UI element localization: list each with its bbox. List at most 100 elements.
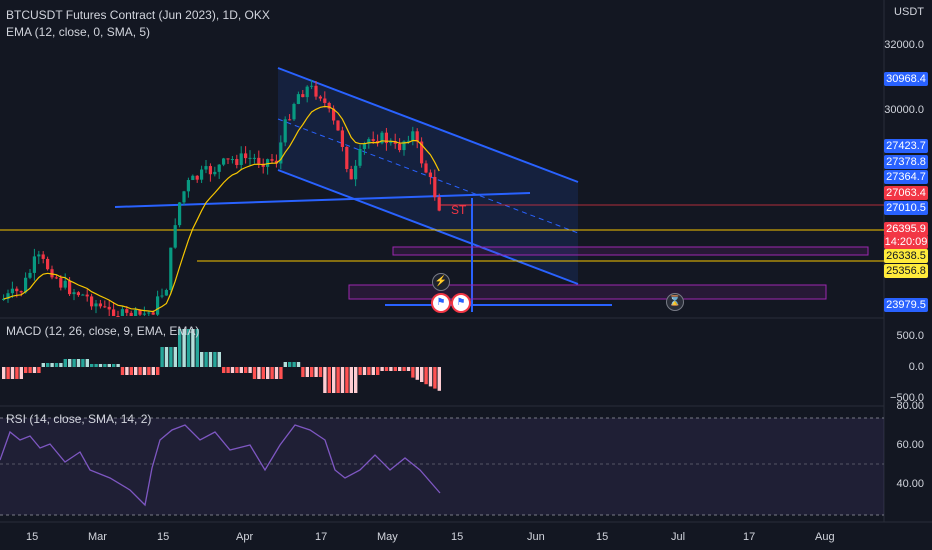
macd-bar: [235, 367, 239, 373]
macd-bar: [376, 367, 380, 375]
macd-bar: [279, 367, 283, 379]
candles: [2, 79, 441, 317]
macd-legend[interactable]: MACD (12, 26, close, 9, EMA, EMA): [6, 324, 200, 338]
macd-bar: [345, 367, 349, 393]
macd-bar: [239, 367, 243, 373]
macd-bar: [147, 367, 151, 375]
macd-bar: [354, 367, 358, 393]
macd-bar: [314, 367, 318, 377]
candle-body: [50, 269, 54, 278]
price-tag: 23979.5: [884, 298, 928, 312]
macd-bar: [107, 364, 111, 367]
time-tick: 15: [596, 531, 609, 543]
macd-bar: [283, 362, 287, 367]
ema-line: [3, 105, 440, 313]
price-tag: 26338.5: [884, 249, 928, 263]
candle-body: [76, 292, 80, 296]
currency-label[interactable]: USDT: [894, 6, 924, 18]
macd-bar: [318, 367, 323, 377]
symbol-legend[interactable]: BTCUSDT Futures Contract (Jun 2023), 1D,…: [6, 8, 270, 22]
macd-bar: [261, 367, 265, 379]
candle-body: [178, 202, 182, 226]
candle-body: [270, 159, 274, 161]
candle-body: [340, 130, 344, 147]
candle-body: [156, 296, 160, 315]
candle-body: [292, 103, 296, 120]
last-price-tag: 26395.9: [884, 222, 928, 236]
lightning-icon[interactable]: ⚡: [432, 273, 450, 291]
candle-body: [169, 247, 173, 290]
macd-bar: [28, 367, 32, 373]
candle-body: [349, 169, 353, 180]
candle-body: [2, 298, 6, 300]
candle-body: [318, 96, 322, 99]
candle-body: [288, 119, 292, 121]
candle-body: [310, 85, 314, 87]
candle-body: [301, 94, 305, 98]
candle-body: [142, 313, 146, 315]
candle-body: [226, 158, 230, 160]
candle-body: [305, 86, 309, 98]
hourglass-icon[interactable]: ⌛: [666, 293, 684, 311]
macd-bar: [226, 367, 230, 373]
candle-body: [380, 132, 384, 144]
st-label: ST: [451, 203, 467, 217]
candle-body: [134, 309, 138, 316]
macd-bar: [340, 367, 345, 393]
candle-body: [239, 153, 243, 165]
macd-bar: [15, 367, 19, 379]
channel-bottom-line: [277, 169, 579, 285]
macd-bar: [63, 359, 67, 367]
candle-body: [384, 132, 388, 144]
flag-icon[interactable]: ⚑: [451, 293, 471, 313]
candle-body: [283, 119, 287, 143]
candle-body: [248, 157, 252, 159]
macd-bar: [252, 367, 257, 379]
macd-bar: [292, 362, 296, 367]
macd-bar: [398, 367, 402, 371]
macd-bar: [208, 352, 213, 367]
macd-tick: 0.0: [908, 361, 924, 373]
macd-bar: [393, 367, 397, 371]
macd-bar: [120, 367, 125, 375]
time-tick: Mar: [88, 531, 107, 543]
rsi-legend[interactable]: RSI (14, close, SMA, 14, 2): [6, 412, 152, 426]
macd-bar: [125, 367, 129, 375]
candle-body: [424, 163, 428, 173]
countdown-tag: 14:20:09: [884, 235, 928, 249]
candle-body: [393, 141, 397, 144]
macd-bar: [156, 367, 160, 375]
macd-bar: [222, 367, 226, 373]
macd-bar: [204, 352, 208, 367]
candle-body: [437, 197, 441, 211]
macd-bar: [103, 364, 107, 367]
macd-bar: [173, 347, 177, 367]
candle-body: [37, 254, 41, 257]
macd-bar: [2, 367, 6, 379]
macd-tick: 500.0: [896, 330, 924, 342]
candle-body: [266, 159, 270, 167]
candle-body: [107, 306, 111, 310]
macd-bar: [37, 367, 41, 373]
flag-icon[interactable]: ⚑: [431, 293, 451, 313]
candle-body: [103, 306, 107, 308]
candle-body: [274, 160, 278, 164]
time-tick: 17: [315, 531, 328, 543]
candle-body: [389, 141, 393, 144]
candle-body: [160, 295, 164, 297]
macd-bar: [336, 367, 340, 393]
time-tick: Jul: [671, 531, 686, 543]
macd-bar: [68, 359, 72, 367]
candle-body: [222, 158, 226, 165]
time-tick: 15: [26, 531, 39, 543]
macd-bar: [402, 367, 406, 371]
macd-bar: [230, 367, 235, 373]
macd-bar: [160, 347, 164, 367]
candle-body: [85, 294, 89, 297]
macd-bar: [50, 363, 54, 367]
macd-bar: [415, 367, 419, 380]
macd-bar: [112, 364, 116, 367]
macd-bar: [380, 367, 384, 371]
ema-legend[interactable]: EMA (12, close, 0, SMA, 5): [6, 25, 151, 39]
